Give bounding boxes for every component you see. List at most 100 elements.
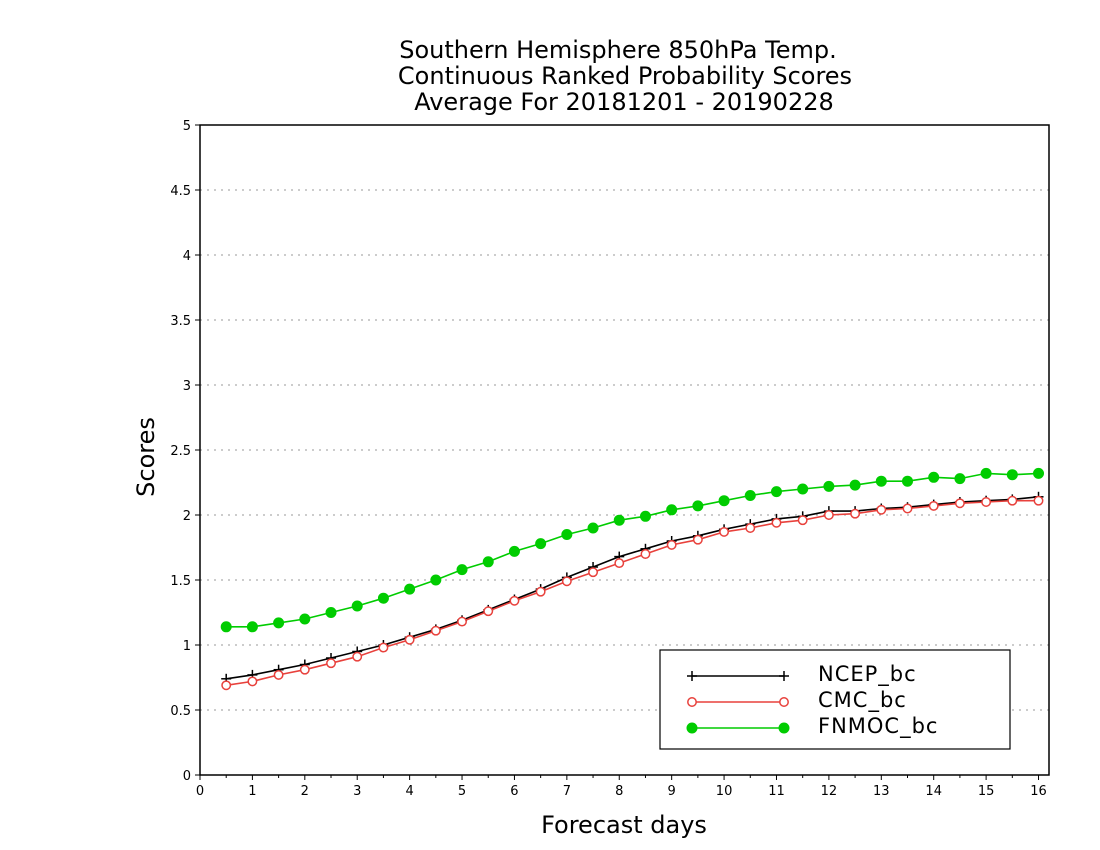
data-point	[692, 500, 704, 512]
y-tick-label: 2.5	[170, 444, 191, 459]
grid-lines	[200, 189, 1049, 711]
data-point	[1033, 495, 1044, 506]
data-point	[535, 586, 546, 597]
data-point	[902, 503, 913, 514]
x-tick-label: 12	[821, 784, 838, 799]
series-line	[226, 472, 1039, 628]
data-point	[561, 576, 572, 587]
data-point	[456, 564, 468, 576]
data-point	[273, 617, 285, 629]
x-tick-label: 11	[768, 784, 785, 799]
data-point	[1006, 469, 1018, 481]
x-tick-label: 5	[458, 784, 466, 799]
data-point	[325, 607, 337, 618]
data-point	[508, 545, 520, 557]
series-fnmoc-bc	[220, 467, 1045, 633]
x-tick-label: 0	[196, 784, 204, 799]
legend-label-fnmoc: FNMOC_bc	[818, 714, 938, 739]
data-point	[614, 558, 625, 569]
y-tick-label: 0	[183, 769, 191, 784]
x-tick-label: 13	[873, 784, 890, 799]
chart-title-line-2: Continuous Ranked Probability Scores	[398, 62, 852, 90]
data-point	[797, 515, 808, 526]
data-point	[954, 498, 965, 509]
legend-sample-marker	[686, 722, 698, 734]
legend-sample	[687, 671, 789, 681]
x-tick-label: 14	[925, 784, 942, 799]
y-tick-label: 1.5	[170, 574, 191, 589]
x-tick-label: 15	[978, 784, 995, 799]
data-point	[639, 510, 651, 522]
x-tick-label: 6	[510, 784, 518, 799]
data-point	[928, 500, 939, 511]
x-tick-label: 2	[301, 784, 309, 799]
data-point	[482, 556, 494, 568]
data-point	[351, 600, 363, 612]
data-point	[246, 621, 258, 633]
x-tick-label: 10	[716, 784, 733, 799]
x-tick-label: 1	[248, 784, 256, 799]
data-point	[744, 490, 756, 501]
y-tick-label: 3	[183, 379, 191, 394]
data-point	[404, 634, 415, 645]
x-tick-label: 3	[353, 784, 361, 799]
data-point	[771, 517, 782, 528]
series-cmc-bc	[221, 495, 1044, 691]
data-point	[457, 616, 467, 627]
legend-samples	[686, 671, 790, 734]
y-tick-label: 4.5	[170, 184, 191, 199]
data-point	[220, 621, 232, 633]
tick-layer: 00.511.522.533.544.550 1 2 3 4 5 6 7 8 9 10 11 12 13 1…	[170, 119, 1046, 799]
legend-box	[659, 649, 1011, 750]
data-point	[430, 574, 442, 586]
legend-sample-marker	[687, 671, 697, 681]
data-point	[1007, 495, 1018, 506]
data-point	[666, 504, 678, 516]
chart-title-line-3: Average For 20181201 - 20190228	[414, 88, 834, 116]
data-point	[902, 475, 913, 487]
legend-sample-marker	[779, 697, 789, 707]
x-tick-label: 8	[615, 784, 623, 799]
data-point	[719, 526, 730, 537]
y-tick-label: 2	[183, 509, 191, 524]
data-point	[561, 529, 573, 540]
data-point	[692, 534, 703, 545]
series-layer	[220, 467, 1045, 691]
chart-title-line-1: Southern Hemisphere 850hPa Temp.	[399, 36, 836, 64]
data-point	[378, 642, 389, 653]
data-point	[797, 483, 809, 495]
data-point	[587, 522, 599, 534]
data-point	[613, 514, 625, 526]
plot-frame	[199, 124, 1050, 776]
x-tick-label: 16	[1030, 784, 1047, 799]
legend-sample-marker	[779, 671, 789, 681]
data-point	[875, 475, 887, 487]
legend-sample-marker	[687, 697, 697, 707]
y-tick-label: 5	[183, 119, 191, 134]
data-point	[850, 508, 861, 519]
data-point	[745, 523, 756, 533]
legend-sample-marker	[778, 722, 790, 734]
data-point	[352, 651, 363, 662]
data-point	[430, 625, 441, 636]
data-point	[981, 497, 992, 507]
data-point	[221, 680, 232, 691]
y-tick-label: 4	[183, 249, 191, 264]
data-point	[299, 664, 310, 675]
legend-sample	[687, 697, 789, 707]
data-point	[954, 473, 966, 485]
data-point	[823, 480, 835, 492]
data-point	[299, 613, 311, 625]
data-point	[326, 658, 336, 669]
data-point	[588, 567, 599, 578]
data-point	[483, 606, 494, 617]
data-point	[377, 592, 389, 604]
x-axis-label: Forecast days	[541, 811, 707, 839]
data-point	[247, 676, 258, 687]
data-point	[823, 510, 834, 520]
data-point	[718, 495, 730, 507]
y-tick-label: 1	[183, 639, 191, 654]
data-point	[273, 669, 284, 680]
x-tick-label: 9	[668, 784, 676, 799]
